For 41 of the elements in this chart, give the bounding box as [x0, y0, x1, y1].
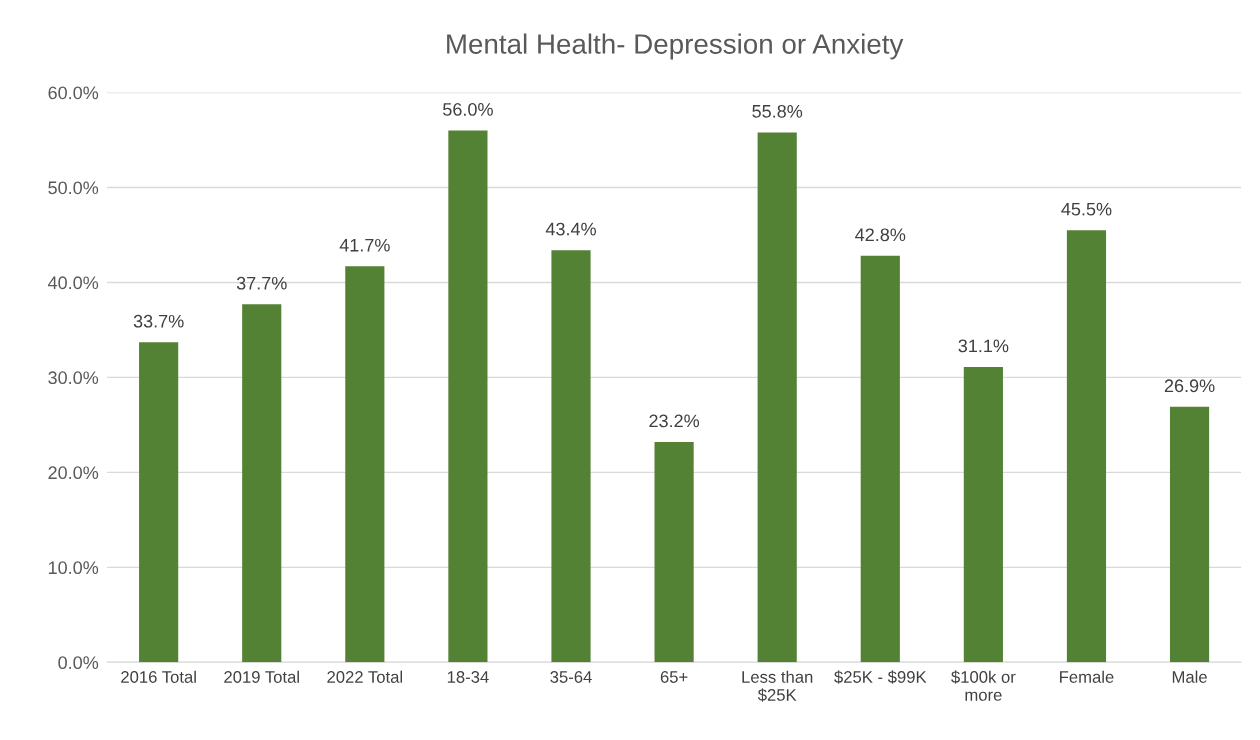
x-tick-label: 2022 Total — [327, 670, 403, 683]
y-tick-label: 50.0% — [48, 181, 99, 195]
bar — [242, 304, 282, 663]
bar — [345, 266, 385, 663]
x-tick-label: Male — [1172, 670, 1207, 683]
x-tick-label: 18-34 — [447, 671, 489, 683]
x-tick-label: $100k or more — [951, 670, 1016, 701]
y-tick-label: 20.0% — [48, 466, 99, 480]
data-label: 37.7% — [236, 276, 287, 290]
y-tick-label: 60.0% — [48, 86, 99, 100]
bar — [860, 255, 900, 663]
data-label: 43.4% — [545, 222, 596, 236]
x-tick-label: 2016 Total — [121, 670, 196, 683]
bar — [1066, 230, 1107, 663]
bar — [551, 250, 591, 663]
chart-title: Mental Health- Depression or Anxiety — [447, 33, 904, 60]
y-tick-label: 40.0% — [47, 276, 99, 290]
bar — [757, 132, 797, 663]
x-tick-label: 65+ — [660, 671, 688, 683]
x-tick-label: Less than $25K — [742, 670, 813, 702]
data-label: 26.9% — [1164, 379, 1215, 393]
data-label: 41.7% — [339, 238, 390, 252]
data-label: 56.0% — [443, 103, 493, 116]
y-tick-label: 30.0% — [48, 371, 99, 385]
data-label: 55.8% — [752, 104, 803, 118]
bar — [448, 130, 488, 663]
bar — [963, 366, 1003, 663]
data-label: 33.7% — [133, 314, 184, 328]
data-label: 45.5% — [1061, 202, 1112, 216]
y-tick-label: 0.0% — [58, 656, 99, 670]
bar — [654, 441, 694, 663]
x-tick-label: 35-64 — [550, 671, 592, 683]
x-tick-label: $25K - $99K — [834, 670, 927, 684]
x-tick-label: Female — [1060, 670, 1114, 683]
bar — [139, 342, 179, 663]
x-tick-label: 2019 Total — [224, 670, 299, 683]
bar — [1169, 406, 1210, 663]
y-tick-label: 10.0% — [48, 561, 99, 575]
data-label: 42.8% — [855, 228, 906, 242]
data-label: 31.1% — [958, 339, 1009, 353]
data-label: 23.2% — [649, 414, 700, 428]
